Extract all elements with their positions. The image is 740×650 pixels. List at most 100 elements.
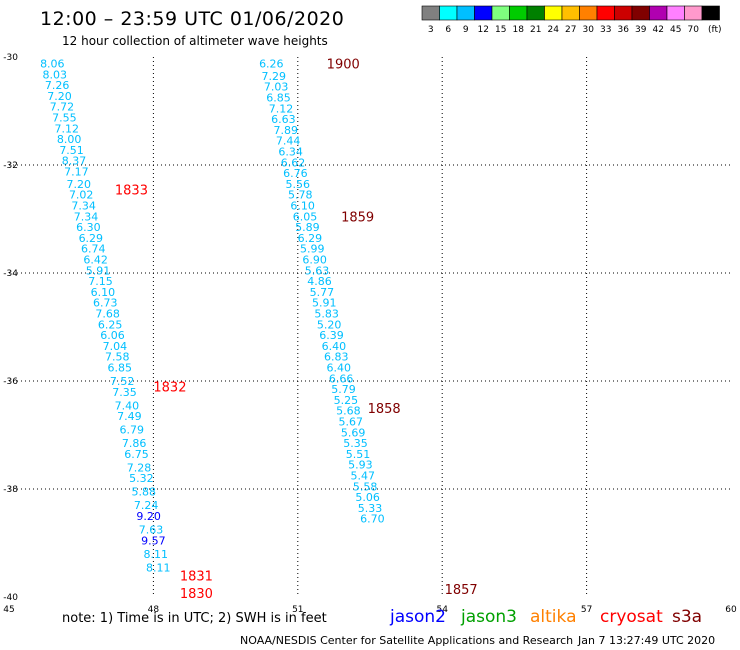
legend-label: 27 [565,25,576,35]
x-tick-label: 48 [148,605,160,615]
legend-label: 21 [530,25,541,35]
legend-label: 70 [688,25,700,35]
wave-height-value: 5.99 [300,243,325,256]
wave-height-value: 5.47 [351,470,376,483]
wave-height-value: 4.86 [307,275,332,288]
wave-height-value: 5.63 [305,264,330,277]
x-tick-label: 54 [436,605,448,615]
wave-height-value: 7.26 [45,79,70,92]
legend-label: 3 [428,25,434,35]
wave-height-value: 7.34 [71,200,96,213]
wave-height-value: 7.58 [105,351,130,364]
legend-s3a: s3a [672,607,703,627]
y-tick-label: -40 [3,593,18,603]
wave-height-value: 8.11 [144,548,169,561]
wave-height-value: 5.56 [286,178,311,191]
wave-height-value: 6.40 [322,340,347,353]
wave-height-value: 8.06 [40,57,65,70]
wave-height-value: 5.32 [129,472,154,485]
pass-time-label: 1830 [180,587,213,602]
wave-height-value: 5.93 [348,459,373,472]
wave-height-value: 6.85 [266,92,291,105]
wave-height-value: 6.70 [360,513,385,526]
wave-height-value: 7.20 [47,90,72,103]
pass-time-label: 1831 [180,569,213,584]
legend-label: 12 [478,25,489,35]
pass-time-label: 1833 [115,183,148,198]
wave-height-value: 8.00 [57,133,82,146]
wave-height-value: 5.68 [336,405,361,418]
wave-height-value: 6.74 [81,243,106,256]
legend-jason2: jason2 [390,607,446,627]
legend-label: 39 [635,25,647,35]
wave-height-value: 6.79 [119,424,144,437]
legend-label: 18 [513,25,525,35]
wave-height-value: 7.49 [117,410,142,423]
wave-height-value: 7.51 [59,144,84,157]
wave-height-value: 6.83 [324,351,349,364]
wave-height-value: 5.25 [334,394,359,407]
credit-line: NOAA/NESDIS Center for Satellite Applica… [240,634,574,647]
wave-height-value: 6.75 [124,448,149,461]
pass-time-label: 1857 [445,583,478,598]
wave-height-value: 5.58 [353,480,378,493]
wave-height-value: 7.03 [264,81,289,94]
wave-height-value: 7.55 [52,111,77,124]
x-tick-label: 60 [725,605,737,615]
wave-height-value: 6.29 [298,232,323,245]
wave-height-value: 7.12 [269,102,294,115]
footnote: note: 1) Time is in UTC; 2) SWH is in fe… [62,611,327,626]
wave-height-value: 5.69 [341,426,366,439]
wave-height-value: 5.91 [312,297,337,310]
legend-cryosat: cryosat [600,607,663,627]
legend-altika: altika [530,607,577,627]
wave-height-value: 6.10 [91,286,116,299]
wave-height-value: 5.06 [355,491,380,504]
wave-height-value: 6.73 [93,297,118,310]
wave-height-value: 9.20 [136,510,161,523]
wave-height-value: 7.35 [112,386,137,399]
wave-height-value: 7.17 [64,165,89,178]
wave-height-value: 6.26 [259,57,284,70]
wave-height-value: 7.12 [55,122,80,135]
timestamp: Jan 7 13:27:49 UTC 2020 [578,634,716,647]
legend-label: 6 [445,25,451,35]
wave-height-value: 7.63 [139,524,164,537]
wave-height-value: 5.79 [331,383,356,396]
wave-height-value: 7.24 [134,499,159,512]
wave-height-value: 7.04 [103,340,128,353]
wave-height-value: 5.35 [343,437,368,450]
legend-label: 30 [583,25,595,35]
legend-swatch [701,5,720,21]
wave-height-value: 6.30 [76,221,101,234]
wave-height-value: 6.39 [319,329,344,342]
wave-height-value: 7.29 [261,70,286,83]
legend-label: 36 [618,25,630,35]
wave-height-value: 7.15 [88,275,113,288]
wave-height-value: 5.20 [317,318,342,331]
pass-time-label: 1832 [153,380,186,395]
wave-height-value: 5.77 [310,286,335,299]
pass-time-label: 1900 [327,57,360,72]
wave-height-value: 5.33 [358,502,383,515]
y-tick-label: -30 [3,53,18,63]
wave-height-value: 6.34 [278,146,303,159]
legend-label: 33 [600,25,611,35]
wave-height-value: 6.62 [281,156,306,169]
color-legend: 3 6 9 12 15 18 21 24 27 30 33 36 39 42 45 70 (ft) [421,5,722,35]
wave-height-value: 6.05 [293,210,318,223]
wave-height-value: 5.78 [288,189,313,202]
wave-height-value: 7.52 [110,375,135,388]
wave-height-value: 7.68 [95,308,120,321]
wave-height-value: 5.83 [314,308,339,321]
wave-height-value: 5.89 [295,221,320,234]
wave-height-value: 6.63 [271,113,296,126]
wave-height-value: 6.06 [100,329,125,342]
x-tick-label: 45 [3,605,14,615]
wave-height-value: 5.67 [338,416,363,429]
wave-height-value: 8.03 [42,68,67,81]
wave-height-value: 7.20 [67,178,92,191]
wave-height-value: 7.86 [122,437,147,450]
wave-height-value: 7.34 [74,210,99,223]
legend-jason3: jason3 [461,607,517,627]
